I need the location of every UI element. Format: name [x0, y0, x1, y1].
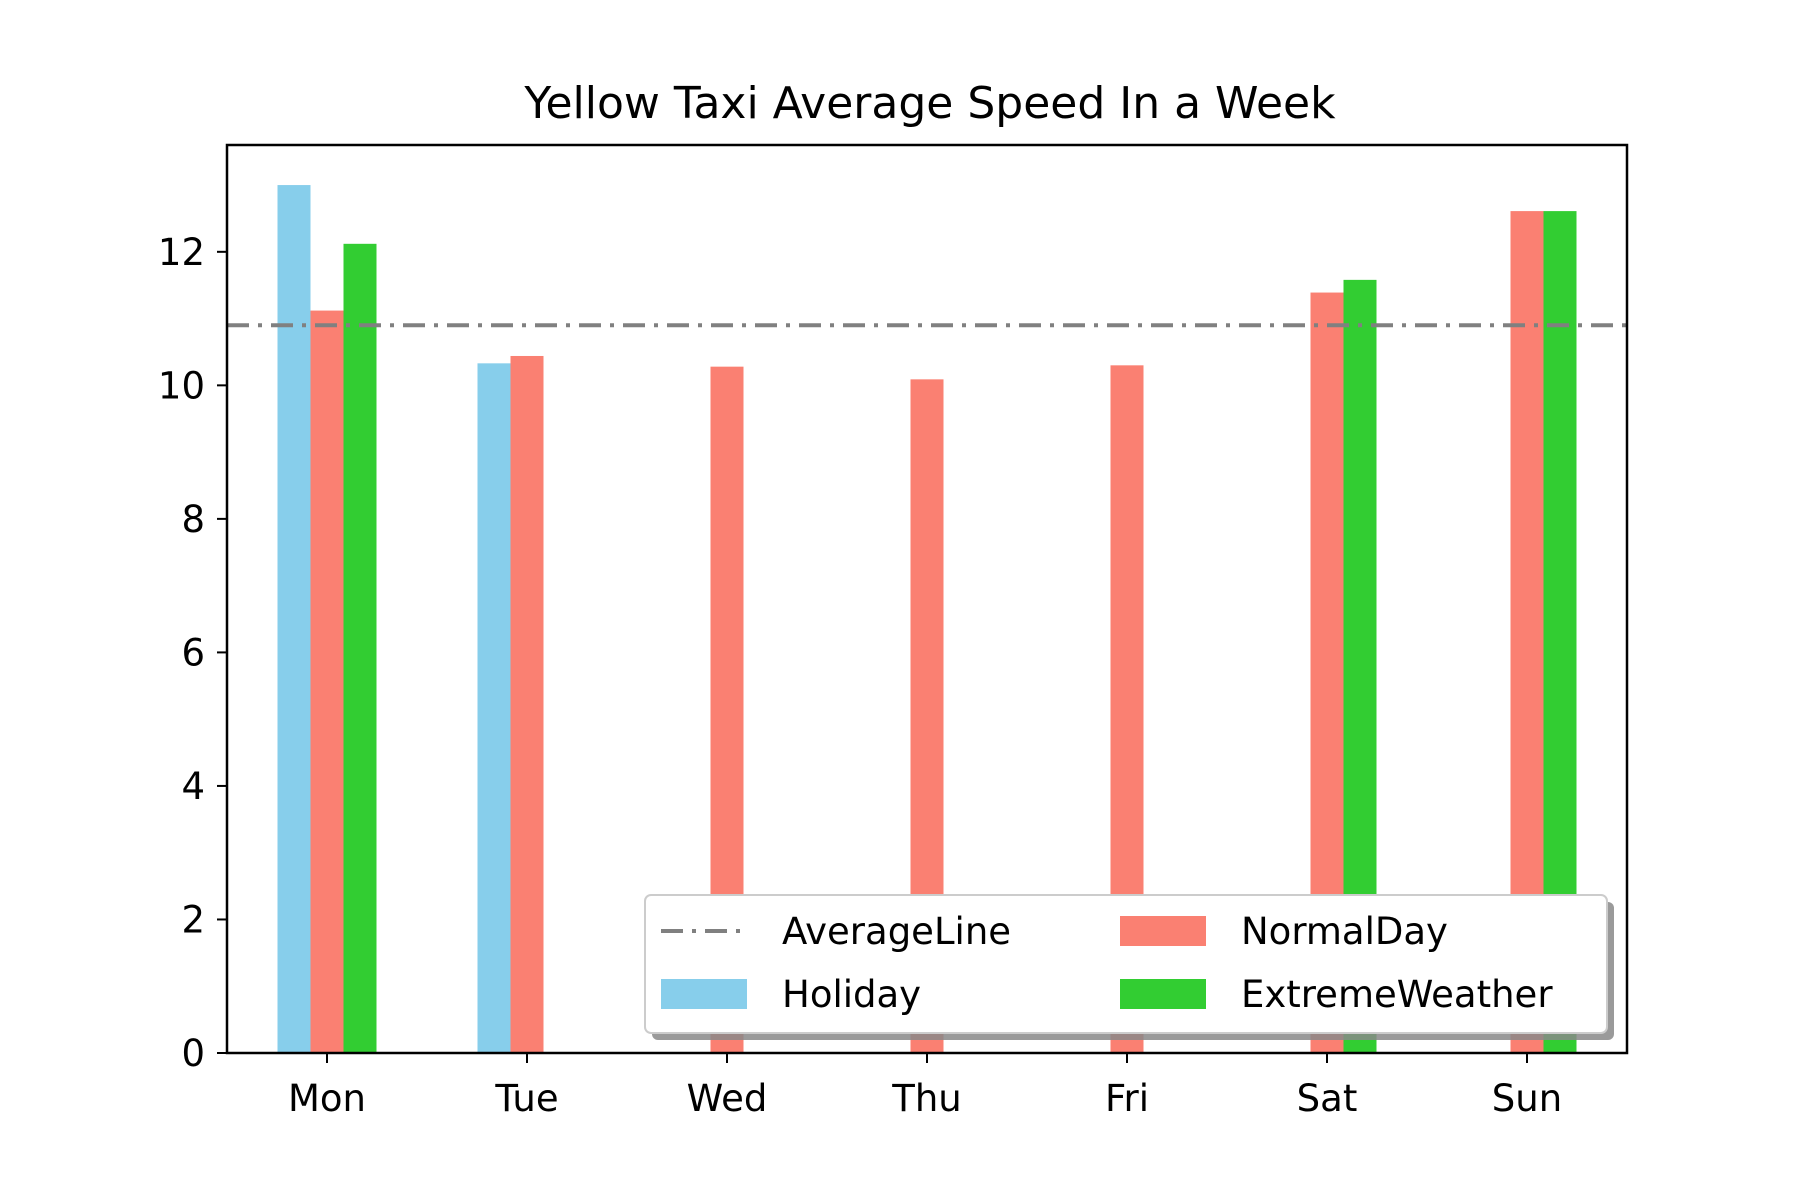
y-tick-label: 6 [181, 631, 205, 674]
legend-box [644, 894, 1608, 1034]
legend: AverageLine NormalDay Holiday ExtremeWeathe… [644, 894, 1614, 1040]
x-tick-label: Tue [494, 1077, 558, 1120]
x-axis: Mon Tue Wed Thu Fri Sat Sun [288, 1053, 1562, 1120]
bar-normalday-mon [310, 310, 344, 1053]
y-tick-label: 8 [181, 498, 205, 541]
y-tick-label: 0 [181, 1032, 205, 1075]
x-tick-label: Sun [1492, 1077, 1562, 1120]
x-tick-label: Wed [687, 1077, 768, 1120]
y-tick-label: 10 [158, 364, 205, 407]
bar-normalday-tue [510, 355, 544, 1054]
y-tick-label: 12 [158, 231, 205, 274]
x-tick-label: Sat [1297, 1077, 1358, 1120]
bar-holiday-mon [277, 185, 311, 1053]
legend-label-normalday: NormalDay [1241, 910, 1448, 953]
y-tick-label: 4 [181, 765, 205, 808]
legend-label-extremeweather: ExtremeWeather [1241, 973, 1553, 1016]
y-axis: 0 2 4 6 8 10 12 [158, 231, 227, 1075]
legend-label-holiday: Holiday [782, 973, 921, 1016]
legend-handle-holiday [661, 979, 747, 1009]
x-tick-label: Mon [288, 1077, 366, 1120]
chart-title: Yellow Taxi Average Speed In a Week [523, 78, 1336, 129]
x-tick-label: Fri [1105, 1077, 1149, 1120]
bar-holiday-tue [477, 363, 511, 1054]
legend-handle-extremeweather [1120, 979, 1206, 1009]
legend-handle-normalday [1120, 916, 1206, 946]
x-tick-label: Thu [891, 1077, 962, 1120]
legend-label-averageline: AverageLine [782, 910, 1011, 953]
bar-extremeweather-mon [343, 243, 377, 1053]
y-tick-label: 2 [181, 898, 205, 941]
